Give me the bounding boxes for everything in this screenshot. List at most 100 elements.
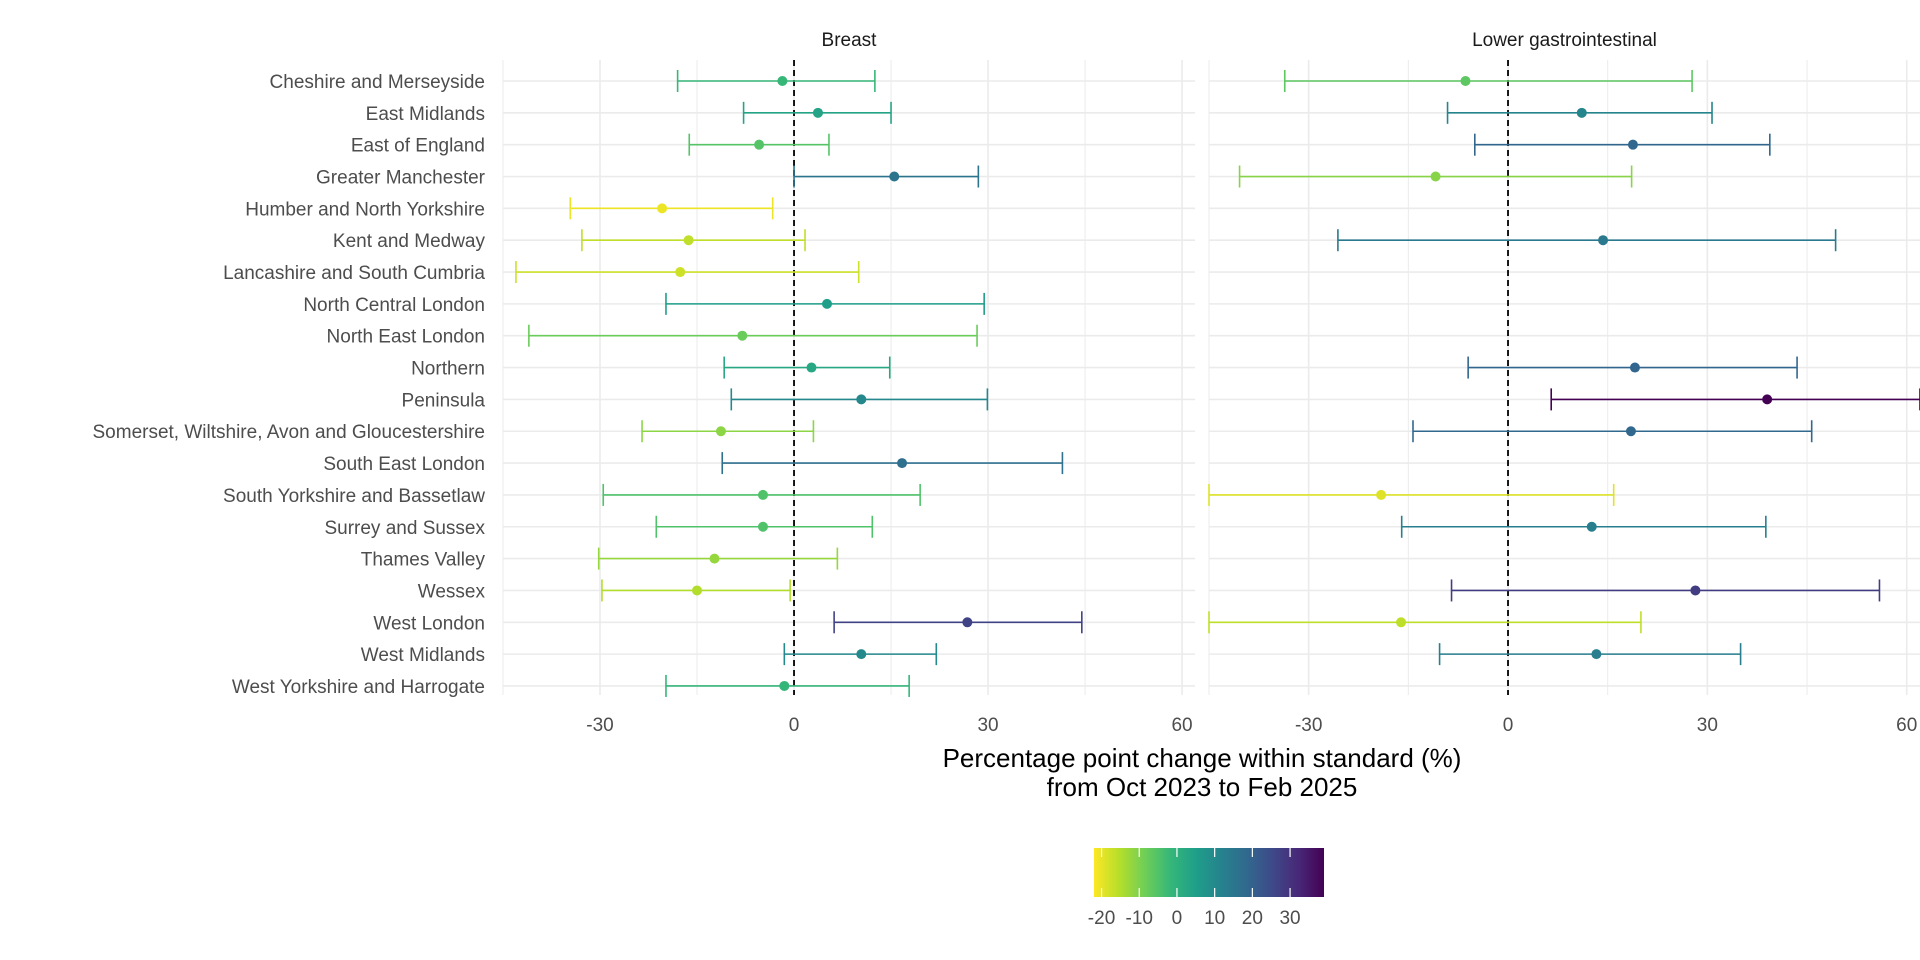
estimate-point <box>757 521 768 532</box>
errorbar-east-of-england <box>1473 133 1771 156</box>
estimate-point <box>709 553 720 564</box>
x-axis: -30 0 30 60 -30 0 30 60 <box>586 715 1917 736</box>
errorbar-west-yorkshire-and-harrogate <box>665 674 910 697</box>
estimate-point <box>1690 585 1701 596</box>
legend-colorbar <box>1094 848 1324 897</box>
estimate-point <box>1629 362 1640 373</box>
errorbar-kent-and-medway <box>581 229 806 252</box>
legend-tick-label: 20 <box>1242 908 1263 929</box>
errorbar-kent-and-medway <box>1337 229 1837 252</box>
errorbar-greater-manchester <box>793 165 980 188</box>
region-label: Peninsula <box>402 390 486 411</box>
errorbar-north-central-london <box>665 292 985 315</box>
errorbar-somerset-wiltshire-avon-and-gloucestershire <box>641 420 815 443</box>
region-label: East of England <box>351 136 485 157</box>
estimate-point <box>754 139 765 150</box>
x-tick-label: 60 <box>1896 715 1917 736</box>
region-label: Humber and North Yorkshire <box>245 199 485 220</box>
facet-panels: Breast Lower gastrointestinal <box>502 30 1920 697</box>
region-label: South Yorkshire and Bassetlaw <box>223 486 485 507</box>
estimate-point <box>889 171 900 182</box>
errorbar-west-midlands <box>1438 643 1742 666</box>
errorbar-west-midlands <box>783 643 938 666</box>
estimate-point <box>1396 617 1407 628</box>
region-label: Kent and Medway <box>333 231 486 252</box>
region-labels: Cheshire and Merseyside East Midlands East… <box>93 72 486 698</box>
estimate-point <box>806 362 817 373</box>
region-label: Wessex <box>418 581 486 602</box>
region-label: West Midlands <box>361 645 485 666</box>
legend-tick-label: 30 <box>1279 908 1300 929</box>
x-tick-label: 30 <box>977 715 998 736</box>
estimate-point <box>737 330 748 341</box>
errorbar-south-yorkshire-and-bassetlaw <box>602 483 921 506</box>
errorbar-north-east-london <box>528 324 978 347</box>
x-tick-label: 30 <box>1697 715 1718 736</box>
x-tick-label: 0 <box>789 715 800 736</box>
x-axis-title-line1: Percentage point change within standard … <box>943 743 1462 773</box>
estimate-point <box>777 76 788 86</box>
region-label: Greater Manchester <box>316 168 486 189</box>
estimate-point <box>675 267 686 278</box>
x-tick-label: 60 <box>1171 715 1192 736</box>
estimate-point <box>657 203 668 214</box>
legend-tick-label: -20 <box>1088 908 1115 929</box>
errorbar-thames-valley <box>597 547 839 570</box>
estimate-point <box>715 426 726 437</box>
errorbar-surrey-and-sussex <box>655 515 874 538</box>
estimate-point <box>1762 394 1773 405</box>
estimate-point <box>1576 107 1587 118</box>
x-axis-title-line2: from Oct 2023 to Feb 2025 <box>1047 772 1358 802</box>
estimate-point <box>1598 235 1609 246</box>
legend-tick-label: -10 <box>1126 908 1153 929</box>
errorbar-east-midlands <box>742 101 892 124</box>
region-label: Lancashire and South Cumbria <box>223 263 485 284</box>
estimate-point <box>1376 489 1387 500</box>
estimate-point <box>1460 76 1471 86</box>
region-label: North Central London <box>303 295 485 316</box>
errorbar-east-midlands <box>1446 101 1713 124</box>
errorbar-northern <box>1467 356 1798 379</box>
errorbar-south-east-london <box>721 452 1064 475</box>
region-label: North East London <box>327 327 485 348</box>
legend-tick-label: 0 <box>1172 908 1183 929</box>
facet-panel-lower-gastrointestinal: Lower gastrointestinal <box>1208 30 1920 695</box>
errorbar-east-of-england <box>688 133 830 156</box>
errorbar-surrey-and-sussex <box>1400 515 1767 538</box>
errorbar-wessex <box>1450 579 1881 602</box>
errorbar-somerset-wiltshire-avon-and-gloucestershire <box>1412 420 1813 443</box>
errorbar-greater-manchester <box>1238 165 1633 188</box>
region-label: Somerset, Wiltshire, Avon and Gloucester… <box>93 422 486 443</box>
estimate-point <box>1627 139 1638 150</box>
estimate-point <box>779 680 790 691</box>
x-tick-label: 0 <box>1503 715 1514 736</box>
estimate-point <box>962 617 973 628</box>
errorbar-peninsula <box>1550 388 1920 411</box>
x-tick-label: -30 <box>1295 715 1322 736</box>
region-label: South East London <box>323 454 485 475</box>
errorbar-lancashire-and-south-cumbria <box>515 261 860 284</box>
facet-title: Lower gastrointestinal <box>1472 30 1657 51</box>
facet-panel-breast: Breast <box>502 30 1195 697</box>
errorbar-west-london <box>833 611 1083 634</box>
estimate-point <box>1625 426 1636 437</box>
estimate-point <box>1586 521 1597 532</box>
region-label: Thames Valley <box>361 550 486 571</box>
region-label: Surrey and Sussex <box>324 518 485 539</box>
errorbar-peninsula <box>730 388 989 411</box>
errorbar-cheshire-and-merseyside <box>676 70 876 92</box>
estimate-point <box>683 235 694 246</box>
estimate-point <box>856 649 867 660</box>
x-tick-label: -30 <box>586 715 613 736</box>
errorbar-west-london <box>1208 611 1642 634</box>
estimate-point <box>1591 649 1602 660</box>
legend-tick-label: 10 <box>1204 908 1225 929</box>
region-label: West Yorkshire and Harrogate <box>232 677 485 698</box>
color-legend: -20 -10 0 10 20 30 <box>1088 848 1324 929</box>
estimate-point <box>1430 171 1441 182</box>
errorbar-cheshire-and-merseyside <box>1283 70 1693 92</box>
estimate-point <box>897 458 908 469</box>
region-label: Cheshire and Merseyside <box>270 72 485 93</box>
facet-title: Breast <box>822 30 878 51</box>
